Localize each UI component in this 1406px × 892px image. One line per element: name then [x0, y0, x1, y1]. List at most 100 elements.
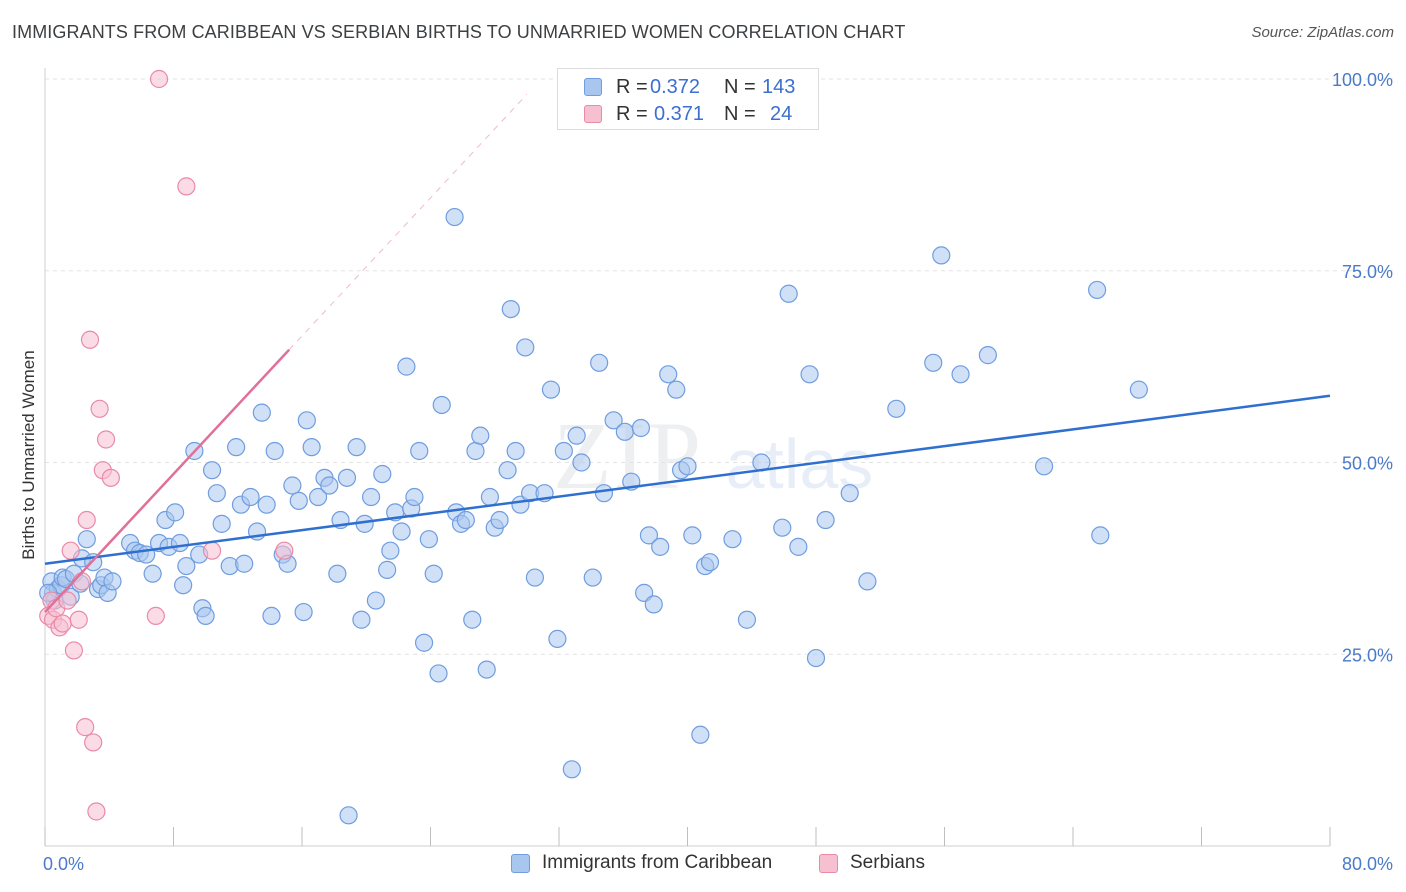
- caribbean-point: [651, 537, 670, 556]
- caribbean-point: [615, 422, 634, 441]
- source-label: Source: ZipAtlas.com: [1251, 24, 1394, 41]
- caribbean-point: [456, 510, 475, 530]
- caribbean-point: [498, 461, 517, 480]
- caribbean-point: [644, 595, 663, 614]
- caribbean-point: [840, 484, 859, 503]
- serbian-point: [101, 468, 120, 487]
- caribbean-point: [932, 246, 951, 265]
- serbian-point: [202, 541, 222, 560]
- caribbean-point: [562, 760, 581, 779]
- caribbean-point: [410, 441, 429, 461]
- caribbean-point: [737, 610, 757, 629]
- caribbean-point: [1087, 280, 1107, 300]
- caribbean-point: [501, 300, 520, 319]
- caribbean-point: [361, 487, 381, 507]
- legend-n-value: 143: [762, 76, 796, 98]
- caribbean-trend-line: [44, 394, 1331, 565]
- caribbean-point: [397, 357, 416, 376]
- caribbean-point: [241, 487, 260, 507]
- chart-title: IMMIGRANTS FROM CARIBBEAN VS SERBIAN BIR…: [12, 22, 906, 42]
- serbian-trend-line: [44, 348, 291, 613]
- caribbean-point: [951, 365, 970, 384]
- caribbean-point: [419, 530, 438, 549]
- caribbean-point: [683, 526, 702, 545]
- caribbean-point: [567, 426, 586, 445]
- caribbean-point: [373, 464, 392, 484]
- caribbean-point: [678, 457, 697, 476]
- y-tick-label: 25.0%: [1342, 645, 1393, 665]
- trend-lines: [44, 93, 1331, 613]
- caribbean-point: [347, 438, 366, 457]
- axes: [44, 68, 1331, 847]
- serbian-point: [149, 69, 169, 89]
- serbian-point: [146, 606, 165, 626]
- x-tick-label: 0.0%: [43, 854, 84, 874]
- caribbean-point: [257, 495, 276, 514]
- caribbean-point: [480, 487, 500, 507]
- caribbean-point: [477, 660, 496, 679]
- caribbean-point: [170, 533, 190, 553]
- caribbean-point: [800, 365, 819, 384]
- caribbean-point: [252, 403, 271, 422]
- caribbean-point: [639, 526, 659, 545]
- caribbean-point: [77, 530, 96, 549]
- caribbean-point: [143, 564, 162, 583]
- caribbean-point: [414, 633, 434, 652]
- caribbean-point: [590, 353, 609, 372]
- legend-n-label: N =: [724, 103, 756, 125]
- caribbean-point: [328, 564, 347, 583]
- stats-legend: R = 0.372 N = 143 R = 0.371 N = 24: [557, 68, 819, 130]
- caribbean-point: [789, 537, 808, 556]
- caribbean-point: [265, 441, 284, 461]
- legend-r-value: 0.372: [650, 76, 701, 98]
- caribbean-point: [166, 503, 185, 522]
- caribbean-point: [227, 438, 246, 457]
- caribbean-point: [262, 606, 281, 626]
- caribbean-point: [779, 284, 798, 303]
- caribbean-point: [103, 572, 122, 591]
- caribbean-point: [887, 399, 906, 418]
- caribbean-point: [978, 346, 997, 365]
- caribbean-point: [207, 484, 226, 503]
- caribbean-point: [691, 725, 710, 744]
- caribbean-point: [659, 365, 678, 384]
- y-tick-label: 75.0%: [1342, 262, 1393, 282]
- caribbean-point: [445, 207, 464, 227]
- caribbean-point: [297, 411, 316, 430]
- caribbean-point: [378, 560, 397, 579]
- legend-r-value: 0.371: [654, 103, 705, 125]
- caribbean-point: [283, 476, 302, 495]
- caribbean-point: [773, 518, 792, 537]
- caribbean-point: [235, 554, 254, 573]
- caribbean-point: [466, 441, 485, 461]
- serbian-trend-extension: [288, 93, 528, 351]
- legend-r-label: R =: [616, 103, 648, 125]
- serbian-point: [80, 330, 100, 349]
- caribbean-point: [294, 602, 313, 622]
- caribbean-point: [392, 522, 411, 541]
- caribbean-point: [816, 510, 835, 530]
- legend-n-label: N =: [724, 76, 756, 98]
- caribbean-point: [548, 629, 567, 649]
- series-label-caribbean: Immigrants from Caribbean: [542, 852, 773, 873]
- serbian-point: [77, 510, 96, 530]
- caribbean-point: [806, 648, 826, 668]
- caribbean-point: [352, 610, 371, 629]
- caribbean-point: [604, 411, 623, 430]
- tick-labels: 25.0% 50.0% 75.0% 100.0% 0.0% 80.0%: [43, 70, 1393, 874]
- caribbean-point: [339, 806, 358, 825]
- serbian-point: [275, 541, 294, 560]
- caribbean-point: [429, 664, 448, 683]
- caribbean-point: [1091, 526, 1110, 545]
- caribbean-point: [631, 418, 651, 438]
- series-label-serbian: Serbians: [850, 852, 925, 873]
- caribbean-point: [202, 461, 222, 480]
- caribbean-point: [541, 380, 561, 399]
- serbian-point: [76, 718, 95, 737]
- serbian-point: [87, 802, 106, 821]
- caribbean-point: [320, 476, 339, 495]
- legend-swatch-serbian: [584, 105, 602, 123]
- serbian-point: [177, 177, 196, 196]
- serbian-point: [53, 614, 72, 633]
- caribbean-point: [337, 468, 357, 487]
